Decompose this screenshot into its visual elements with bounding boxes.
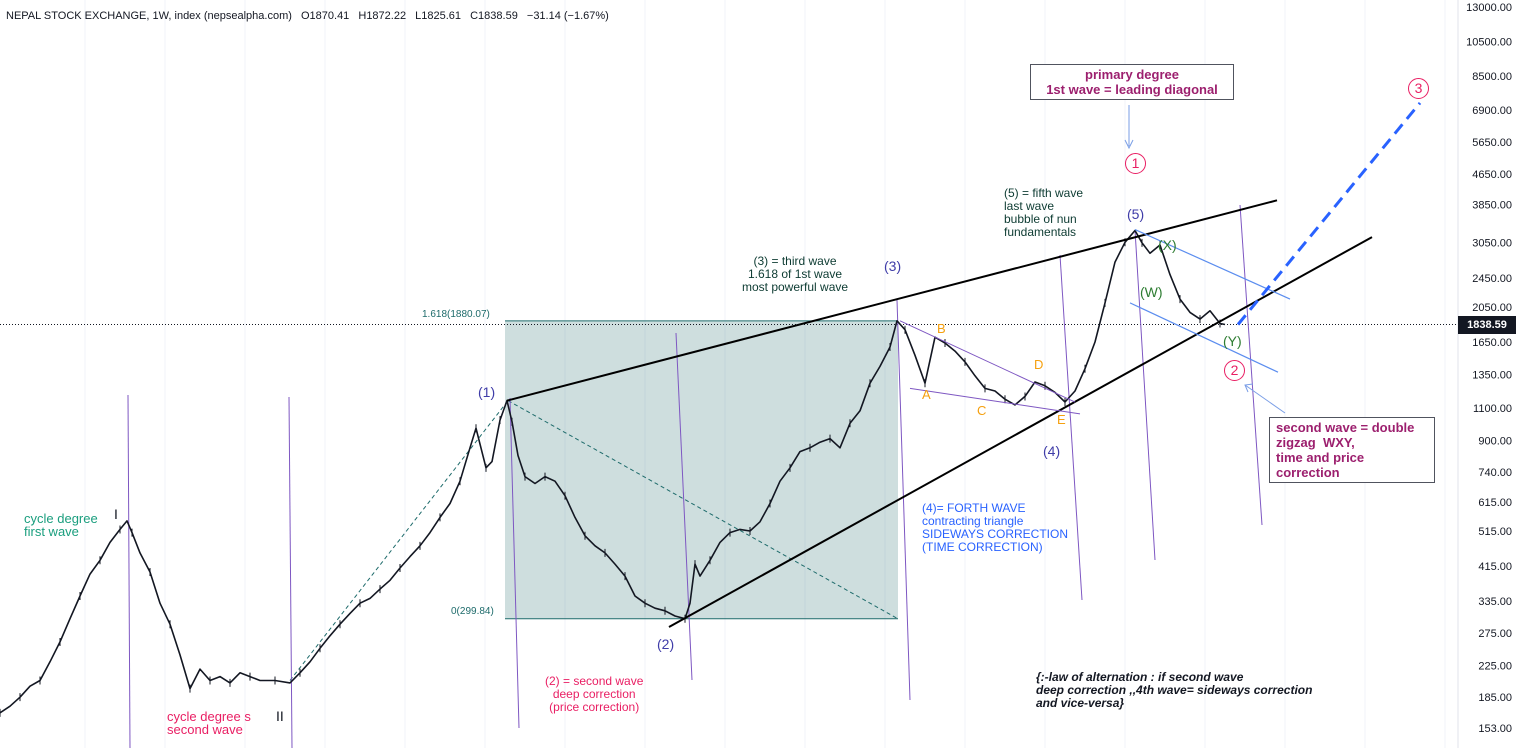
price-tick-label: 8500.00 <box>1472 71 1512 83</box>
wxy-Y: (Y) <box>1223 333 1242 349</box>
price-tick-label: 275.00 <box>1478 628 1512 640</box>
cycle-second-label: cycle degree s second wave <box>167 709 251 737</box>
chart-header: NEPAL STOCK EXCHANGE, 1W, index (nepseal… <box>6 10 615 22</box>
primary-degree-box: primary degree 1st wave = leading diagon… <box>1030 64 1234 100</box>
diagonal-upper-line <box>506 199 1278 402</box>
time-cycle-line <box>1059 254 1083 601</box>
wave3-projection <box>1236 101 1422 326</box>
wave-5-label: (5) <box>1127 206 1145 222</box>
wave-4-description: (4)= FORTH WAVE contracting triangle SID… <box>922 501 1069 554</box>
triangle-B: B <box>937 321 946 336</box>
price-tick-label: 10500.00 <box>1466 37 1512 49</box>
price-tick-label: 335.00 <box>1478 596 1512 608</box>
price-tick-label: 225.00 <box>1478 660 1512 672</box>
price-tick-label: 415.00 <box>1478 561 1512 573</box>
triangle-E: E <box>1057 412 1066 427</box>
price-tick-label: 3850.00 <box>1472 200 1512 212</box>
wxy-channel-lower <box>1129 302 1279 373</box>
price-tick-label: 13000.00 <box>1466 2 1512 14</box>
ohlc-open: O1870.41 <box>300 10 350 22</box>
price-tick-label: 185.00 <box>1478 692 1512 704</box>
wave-2-description: (2) = second wave deep correction (price… <box>545 674 644 714</box>
fib-top-label: 1.618(1880.07) <box>422 309 490 320</box>
second-wave-box: second wave = double zigzag WXY, time an… <box>1269 417 1435 483</box>
price-tick-label: 1350.00 <box>1472 370 1512 382</box>
symbol-title: NEPAL STOCK EXCHANGE, 1W, index (nepseal… <box>6 10 292 22</box>
ohlc-change: −31.14 (−1.67%) <box>526 10 609 22</box>
wxy-channel-upper <box>1134 228 1291 300</box>
law-of-alternation-note: {:-law of alternation : if second wave d… <box>1036 670 1313 710</box>
price-series <box>0 229 1226 714</box>
time-cycle-line <box>1239 204 1263 526</box>
cycle-roman-1: I <box>114 506 118 522</box>
wave-3-description: (3) = third wave 1.618 of 1st wave most … <box>742 254 849 294</box>
ohlc-low: L1825.61 <box>415 10 462 22</box>
time-cycle-line <box>1134 229 1156 561</box>
price-tick-label: 1100.00 <box>1473 403 1512 415</box>
price-tick-label: 740.00 <box>1478 467 1512 479</box>
arrow-primary-head <box>1124 139 1134 150</box>
price-tick-label: 615.00 <box>1478 497 1512 509</box>
arrow-second-wave-head <box>1244 383 1254 393</box>
triangle-upper-line <box>899 320 1076 403</box>
price-tick-label: 153.00 <box>1478 723 1512 735</box>
primary-wave-1-circle: 1 <box>1125 153 1146 174</box>
arrow-second-wave <box>1244 384 1286 414</box>
price-tick-label: 6900.00 <box>1472 105 1512 117</box>
wave-3-label: (3) <box>884 258 902 274</box>
price-tick-label: 3050.00 <box>1472 237 1512 249</box>
primary-wave-2-circle: 2 <box>1224 360 1245 381</box>
fib-diagonal <box>507 400 899 620</box>
wave-4-label: (4) <box>1043 443 1061 459</box>
triangle-lower-line <box>909 387 1081 415</box>
triangle-A: A <box>922 387 931 402</box>
price-tick-label: 5650.00 <box>1472 137 1512 149</box>
price-tick-label: 4650.00 <box>1472 169 1512 181</box>
ohlc-close: C1838.59 <box>470 10 518 22</box>
cycle-roman-2: II <box>276 708 284 724</box>
wave-5-description: (5) = fifth wave last wave bubble of nun… <box>1004 186 1084 239</box>
wave1-projection <box>289 400 509 681</box>
price-tick-label: 2450.00 <box>1472 273 1512 285</box>
current-price-tag: 1838.59 <box>1458 316 1516 334</box>
primary-wave-3-circle: 3 <box>1408 78 1429 99</box>
fib-bottom-label: 0(299.84) <box>451 606 494 617</box>
time-cycle-line <box>127 394 131 748</box>
price-tick-label: 900.00 <box>1478 435 1512 447</box>
cycle-first-label: cycle degree first wave <box>24 511 98 539</box>
time-cycle-line <box>896 299 911 701</box>
time-cycle-line <box>288 396 293 748</box>
wxy-X: (X) <box>1158 237 1177 253</box>
wave-2-label: (2) <box>657 636 675 652</box>
wave-1-label: (1) <box>478 384 496 400</box>
time-cycle-line <box>509 397 520 729</box>
price-tick-label: 515.00 <box>1478 526 1512 538</box>
wxy-W: (W) <box>1140 284 1163 300</box>
time-cycle-line <box>675 332 693 681</box>
price-tick-label: 1650.00 <box>1472 337 1512 349</box>
price-tick-label: 2050.00 <box>1472 302 1512 314</box>
fib-zone <box>505 320 898 619</box>
triangle-D: D <box>1034 357 1044 372</box>
triangle-C: C <box>977 403 987 418</box>
ohlc-high: H1872.22 <box>358 10 407 22</box>
